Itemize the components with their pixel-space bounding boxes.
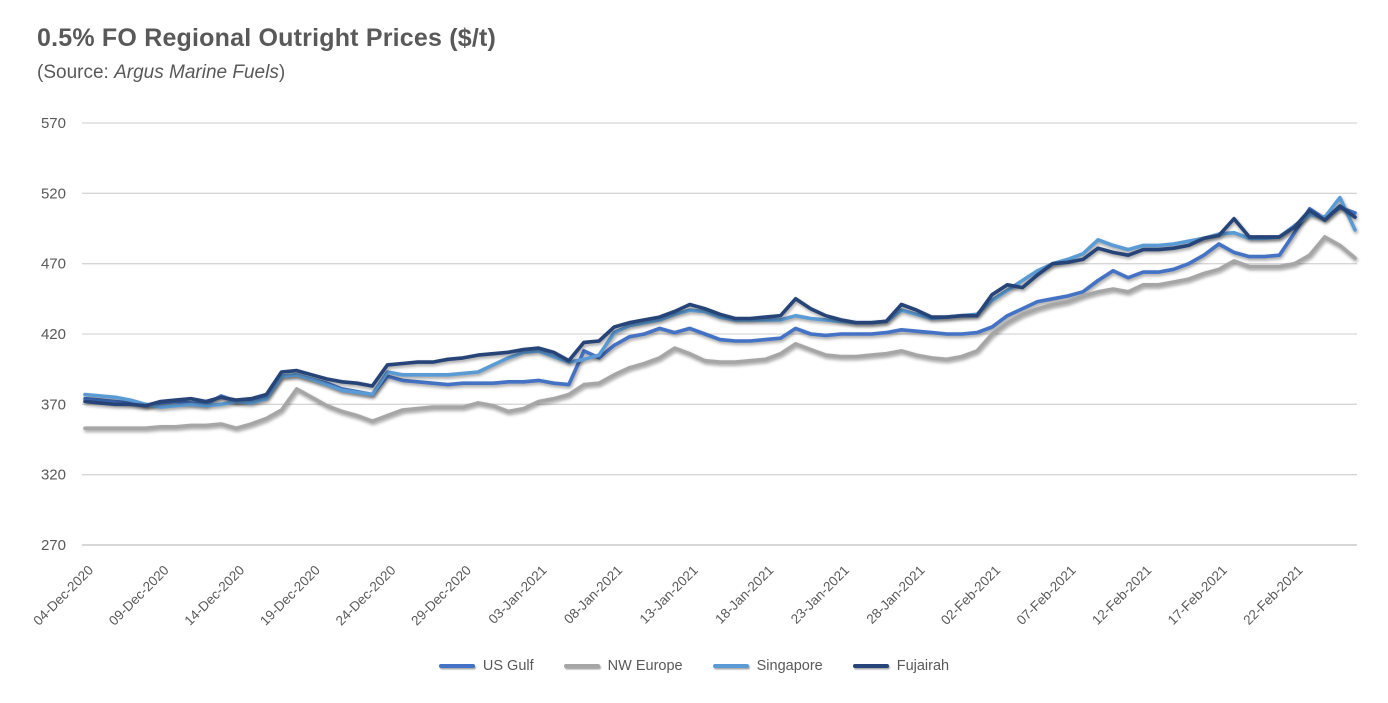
x-tick-label-7: 08-Jan-2021	[561, 563, 625, 627]
legend-swatch-nw-europe	[563, 664, 600, 668]
x-tick-label-15: 17-Feb-2021	[1165, 563, 1230, 628]
x-tick-label-5: 29-Dec-2020	[408, 563, 474, 629]
y-tick-label-320: 320	[41, 467, 66, 484]
legend-label-fujairah: Fujairah	[896, 658, 950, 674]
x-tick-label-11: 28-Jan-2021	[863, 563, 927, 627]
x-tick-label-16: 22-Feb-2021	[1240, 563, 1305, 628]
source-suffix: )	[278, 62, 286, 83]
x-tick-label-3: 19-Dec-2020	[257, 563, 323, 629]
source-prefix: (Source:	[37, 62, 115, 83]
legend-label-nw-europe: NW Europe	[607, 658, 683, 674]
x-tick-label-0: 04-Dec-2020	[30, 563, 96, 629]
x-tick-label-12: 02-Feb-2021	[938, 563, 1003, 628]
legend-label-us-gulf: US Gulf	[482, 658, 534, 674]
legend-swatch-singapore	[712, 664, 749, 668]
legend-item-us-gulf: US Gulf	[438, 658, 534, 674]
y-tick-label-470: 470	[41, 256, 66, 273]
y-tick-label-570: 570	[41, 115, 66, 132]
series-line-fujairah	[83, 204, 1357, 408]
y-tick-label-270: 270	[41, 537, 66, 554]
x-tick-label-13: 07-Feb-2021	[1014, 563, 1079, 628]
x-tick-label-1: 09-Dec-2020	[106, 563, 172, 629]
x-tick-label-2: 14-Dec-2020	[182, 563, 248, 629]
y-tick-label-520: 520	[41, 185, 66, 202]
y-tick-label-420: 420	[41, 326, 66, 343]
chart-source: (Source: Argus Marine Fuels)	[37, 62, 285, 84]
x-tick-label-10: 23-Jan-2021	[788, 563, 852, 627]
x-tick-label-8: 13-Jan-2021	[637, 563, 701, 627]
series-line-singapore	[83, 195, 1357, 409]
legend-item-nw-europe: NW Europe	[563, 658, 683, 674]
x-tick-label-9: 18-Jan-2021	[712, 563, 776, 627]
series-line-us-gulf	[83, 205, 1357, 408]
chart-title: 0.5% FO Regional Outright Prices ($/t)	[37, 24, 497, 52]
chart-legend: US Gulf NW Europe Singapore Fujairah	[0, 658, 1388, 674]
legend-swatch-fujairah	[852, 664, 889, 668]
legend-swatch-us-gulf	[438, 664, 475, 668]
legend-item-singapore: Singapore	[712, 658, 823, 674]
legend-label-singapore: Singapore	[756, 658, 823, 674]
x-tick-label-4: 24-Dec-2020	[333, 563, 399, 629]
legend-item-fujairah: Fujairah	[852, 658, 950, 674]
source-name: Argus Marine Fuels	[114, 62, 279, 83]
x-tick-label-14: 12-Feb-2021	[1089, 563, 1154, 628]
y-tick-label-370: 370	[41, 396, 66, 413]
x-tick-label-6: 03-Jan-2021	[485, 563, 549, 627]
series-line-nw-europe	[83, 235, 1357, 431]
